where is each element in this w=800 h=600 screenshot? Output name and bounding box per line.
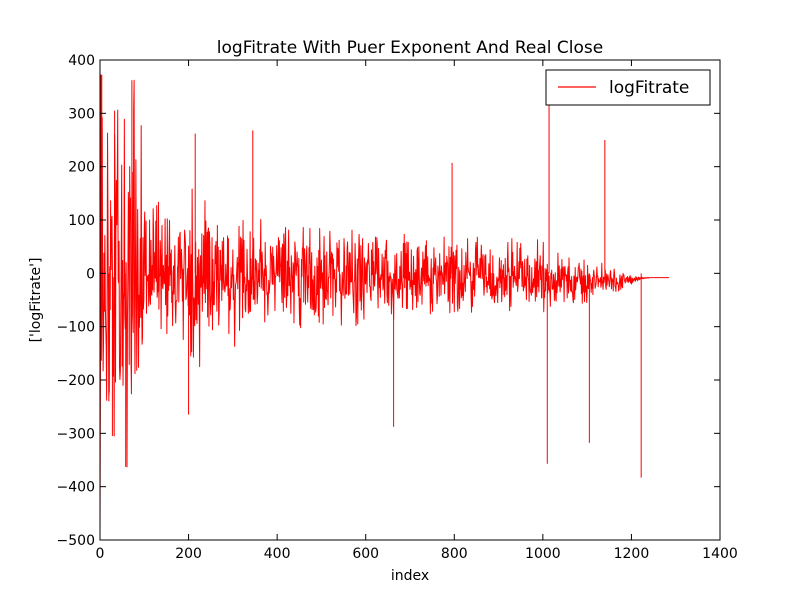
y-tick-label: 100 (68, 213, 95, 229)
y-axis: 400 300 200 100 0 −100 −200 −300 −400 −500 (57, 53, 720, 549)
plot-frame (99, 59, 721, 541)
series-layer (99, 74, 670, 534)
x-axis: 0 200 400 600 800 1000 1200 1400 (96, 60, 738, 562)
y-tick-label: −300 (57, 426, 95, 442)
x-tick-label: 1000 (525, 546, 561, 562)
legend-entry: logFitrate (609, 78, 689, 98)
x-tick-label: 400 (264, 546, 291, 562)
y-tick-label: 400 (68, 53, 95, 69)
series-line-logfitrate (99, 74, 670, 534)
y-tick-label: 300 (68, 106, 95, 122)
y-tick-label: −100 (57, 320, 95, 336)
x-tick-label: 800 (441, 546, 468, 562)
x-tick-label: 600 (352, 546, 379, 562)
y-tick-label: −400 (57, 480, 95, 496)
y-axis-label: ['logFitrate'] (28, 258, 44, 343)
y-tick-label: −200 (57, 373, 95, 389)
legend: logFitrate (545, 69, 711, 106)
x-tick-label: 0 (96, 546, 105, 562)
x-axis-label: index (391, 568, 429, 584)
chart-title: logFitrate With Puer Exponent And Real C… (217, 38, 603, 58)
y-tick-label: 0 (86, 266, 95, 282)
x-tick-label: 200 (175, 546, 202, 562)
y-tick-label: −500 (57, 533, 95, 549)
x-tick-label: 1400 (702, 546, 738, 562)
x-tick-label: 1200 (614, 546, 650, 562)
y-tick-label: 200 (68, 160, 95, 176)
